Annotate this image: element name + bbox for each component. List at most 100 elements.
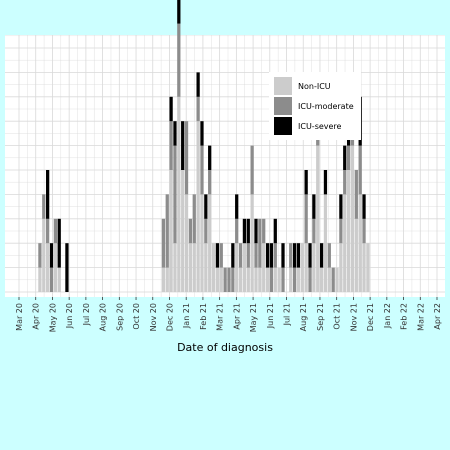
bar-non-icu xyxy=(181,170,185,292)
bar-icu-moderate xyxy=(250,145,254,195)
bar-non-icu xyxy=(335,267,339,292)
x-tick-label: Jun 21 xyxy=(266,303,275,329)
bar-icu-severe xyxy=(292,243,297,268)
bar-icu-severe xyxy=(173,121,177,146)
bar-icu-moderate xyxy=(358,145,362,195)
bar-non-icu xyxy=(246,267,250,292)
bar-icu-severe xyxy=(169,96,173,122)
bar-non-icu xyxy=(173,243,177,292)
bar-non-icu xyxy=(316,145,320,292)
legend-label: ICU-moderate xyxy=(298,102,354,111)
bar-icu-moderate xyxy=(246,243,250,268)
bar-icu-moderate xyxy=(343,170,347,195)
x-tick-label: Aug 20 xyxy=(99,303,108,331)
bar-non-icu xyxy=(188,243,193,292)
bar-icu-moderate xyxy=(223,267,227,292)
bar-icu-severe xyxy=(254,218,258,244)
bar-non-icu xyxy=(300,243,304,292)
bar-non-icu xyxy=(262,243,266,292)
bar-non-icu xyxy=(343,194,347,292)
legend-label: ICU-severe xyxy=(298,122,342,131)
bar-icu-severe xyxy=(46,170,50,219)
x-tick-label: Jun 20 xyxy=(65,303,74,329)
bar-icu-moderate xyxy=(204,218,208,244)
bar-icu-moderate xyxy=(192,194,196,244)
bar-icu-moderate xyxy=(200,145,204,195)
x-axis-title: Date of diagnosis xyxy=(177,341,273,354)
x-tick-label: Jan 22 xyxy=(383,303,392,329)
bar-icu-moderate xyxy=(184,121,189,195)
bar-non-icu xyxy=(200,194,204,292)
bar-icu-severe xyxy=(196,72,200,97)
bar-icu-severe xyxy=(204,194,208,219)
bar-icu-moderate xyxy=(262,218,266,244)
x-tick-label: Sep 21 xyxy=(316,303,325,331)
bar-icu-severe xyxy=(304,170,308,195)
x-tick-label: Jan 21 xyxy=(182,303,191,329)
x-tick-label: Dec 20 xyxy=(165,303,174,331)
bar-icu-moderate xyxy=(169,121,173,170)
legend: Non-ICU ICU-moderate ICU-severe xyxy=(269,72,361,140)
bar-non-icu xyxy=(57,267,61,292)
bar-icu-severe xyxy=(49,243,54,268)
bar-icu-severe xyxy=(57,218,61,268)
x-tick-label: Feb 21 xyxy=(199,303,208,330)
bar-non-icu xyxy=(208,194,212,292)
bar-icu-moderate xyxy=(292,267,297,292)
bar-icu-moderate xyxy=(258,218,262,268)
bar-non-icu xyxy=(53,243,57,292)
bar-non-icu xyxy=(250,194,254,292)
bar-non-icu xyxy=(254,267,258,292)
x-tick-label: Dec 21 xyxy=(366,303,375,331)
x-tick-label: Jul 20 xyxy=(82,303,91,326)
bar-icu-moderate xyxy=(327,243,331,268)
bar-non-icu xyxy=(312,243,316,292)
bar-non-icu xyxy=(265,267,270,292)
bar-icu-severe xyxy=(319,243,324,268)
bar-icu-severe xyxy=(323,170,328,195)
bar-non-icu xyxy=(46,243,50,292)
bar-non-icu xyxy=(235,243,239,292)
bar-icu-moderate xyxy=(231,267,235,292)
bar-non-icu xyxy=(238,267,243,292)
bar-non-icu xyxy=(358,194,362,292)
bar-icu-severe xyxy=(177,0,181,24)
bar-icu-moderate xyxy=(238,243,243,268)
grid-lines xyxy=(5,35,445,297)
bar-non-icu xyxy=(184,194,189,292)
bar-icu-severe xyxy=(281,243,285,268)
bar-non-icu xyxy=(323,194,328,292)
bar-icu-severe xyxy=(231,243,235,268)
bar-icu-moderate xyxy=(208,170,212,195)
bar-icu-severe xyxy=(65,243,69,292)
x-tick-label: Oct 21 xyxy=(333,303,342,330)
bar-icu-severe xyxy=(343,145,347,170)
x-tick-label: Mar 20 xyxy=(15,303,24,331)
bar-icu-moderate xyxy=(273,243,277,268)
bar-icu-severe xyxy=(296,243,301,268)
x-tick-label: Nov 21 xyxy=(349,303,358,331)
bar-icu-moderate xyxy=(269,267,274,292)
x-tick-label: Jul 21 xyxy=(283,303,292,326)
bar-icu-moderate xyxy=(46,218,50,244)
bar-non-icu xyxy=(339,243,343,292)
bar-non-icu xyxy=(304,243,308,292)
bar-non-icu xyxy=(362,243,366,292)
bar-icu-moderate xyxy=(42,194,46,219)
bar-icu-severe xyxy=(235,194,239,219)
bar-non-icu xyxy=(366,243,370,292)
x-tick-label: Apr 21 xyxy=(232,303,241,330)
legend-swatch xyxy=(274,97,292,115)
legend-swatch xyxy=(274,77,292,95)
bar-icu-severe xyxy=(265,243,270,268)
bar-icu-severe xyxy=(339,194,343,219)
bar-icu-severe xyxy=(312,194,316,219)
bar-icu-moderate xyxy=(354,170,358,219)
bar-icu-moderate xyxy=(254,243,258,268)
bar-icu-moderate xyxy=(173,145,177,244)
bar-icu-moderate xyxy=(196,96,200,122)
bar-non-icu xyxy=(242,243,247,292)
bar-non-icu xyxy=(165,267,169,292)
bar-icu-severe xyxy=(362,194,366,219)
